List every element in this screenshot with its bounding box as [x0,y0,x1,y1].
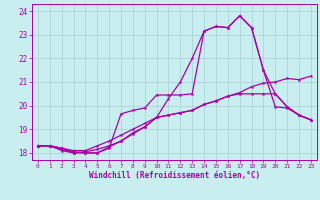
X-axis label: Windchill (Refroidissement éolien,°C): Windchill (Refroidissement éolien,°C) [89,171,260,180]
